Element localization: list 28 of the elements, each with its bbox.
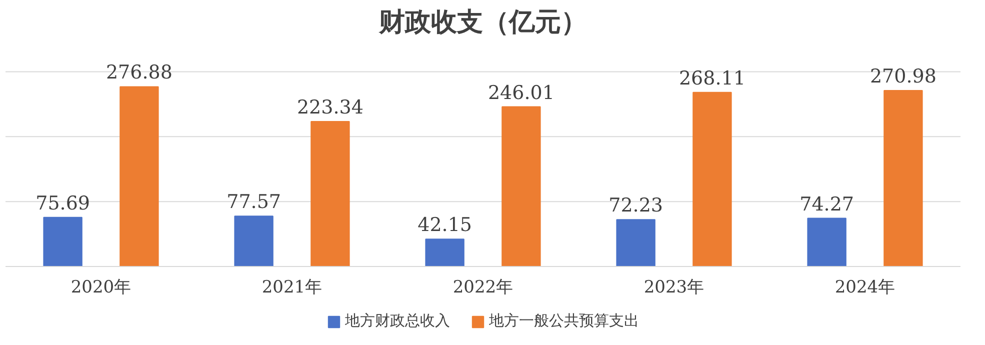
bar: [692, 92, 732, 266]
x-tick-label: 2021年: [262, 278, 322, 298]
data-label: 42.15: [418, 214, 472, 236]
x-tick-label: 2023年: [644, 278, 704, 298]
bar: [502, 106, 541, 266]
chart-title: 财政收支（亿元）: [378, 8, 587, 38]
data-label: 72.23: [608, 194, 664, 217]
data-label: 75.69: [36, 192, 90, 214]
bar: [43, 216, 82, 266]
bar: [807, 218, 846, 266]
legend-label: 地方一般公共预算支出: [489, 312, 639, 330]
data-label: 77.57: [226, 191, 282, 214]
bar: [884, 90, 923, 266]
bar: [310, 120, 350, 266]
data-label: 223.34: [296, 96, 364, 118]
x-tick-label: 2020年: [70, 278, 132, 298]
data-label: 268.11: [678, 67, 746, 90]
legend-label: 地方财政总收入: [345, 312, 450, 330]
data-label: 270.98: [870, 66, 936, 88]
data-label: 246.01: [488, 82, 554, 104]
x-tick-label: 2024年: [834, 278, 896, 298]
data-label: 74.27: [800, 193, 854, 216]
bar: [120, 86, 159, 266]
bar: [234, 216, 274, 266]
bar: [425, 238, 464, 266]
bar: [616, 219, 656, 266]
x-tick-label: 2022年: [452, 278, 514, 298]
data-label: 276.88: [106, 62, 172, 84]
